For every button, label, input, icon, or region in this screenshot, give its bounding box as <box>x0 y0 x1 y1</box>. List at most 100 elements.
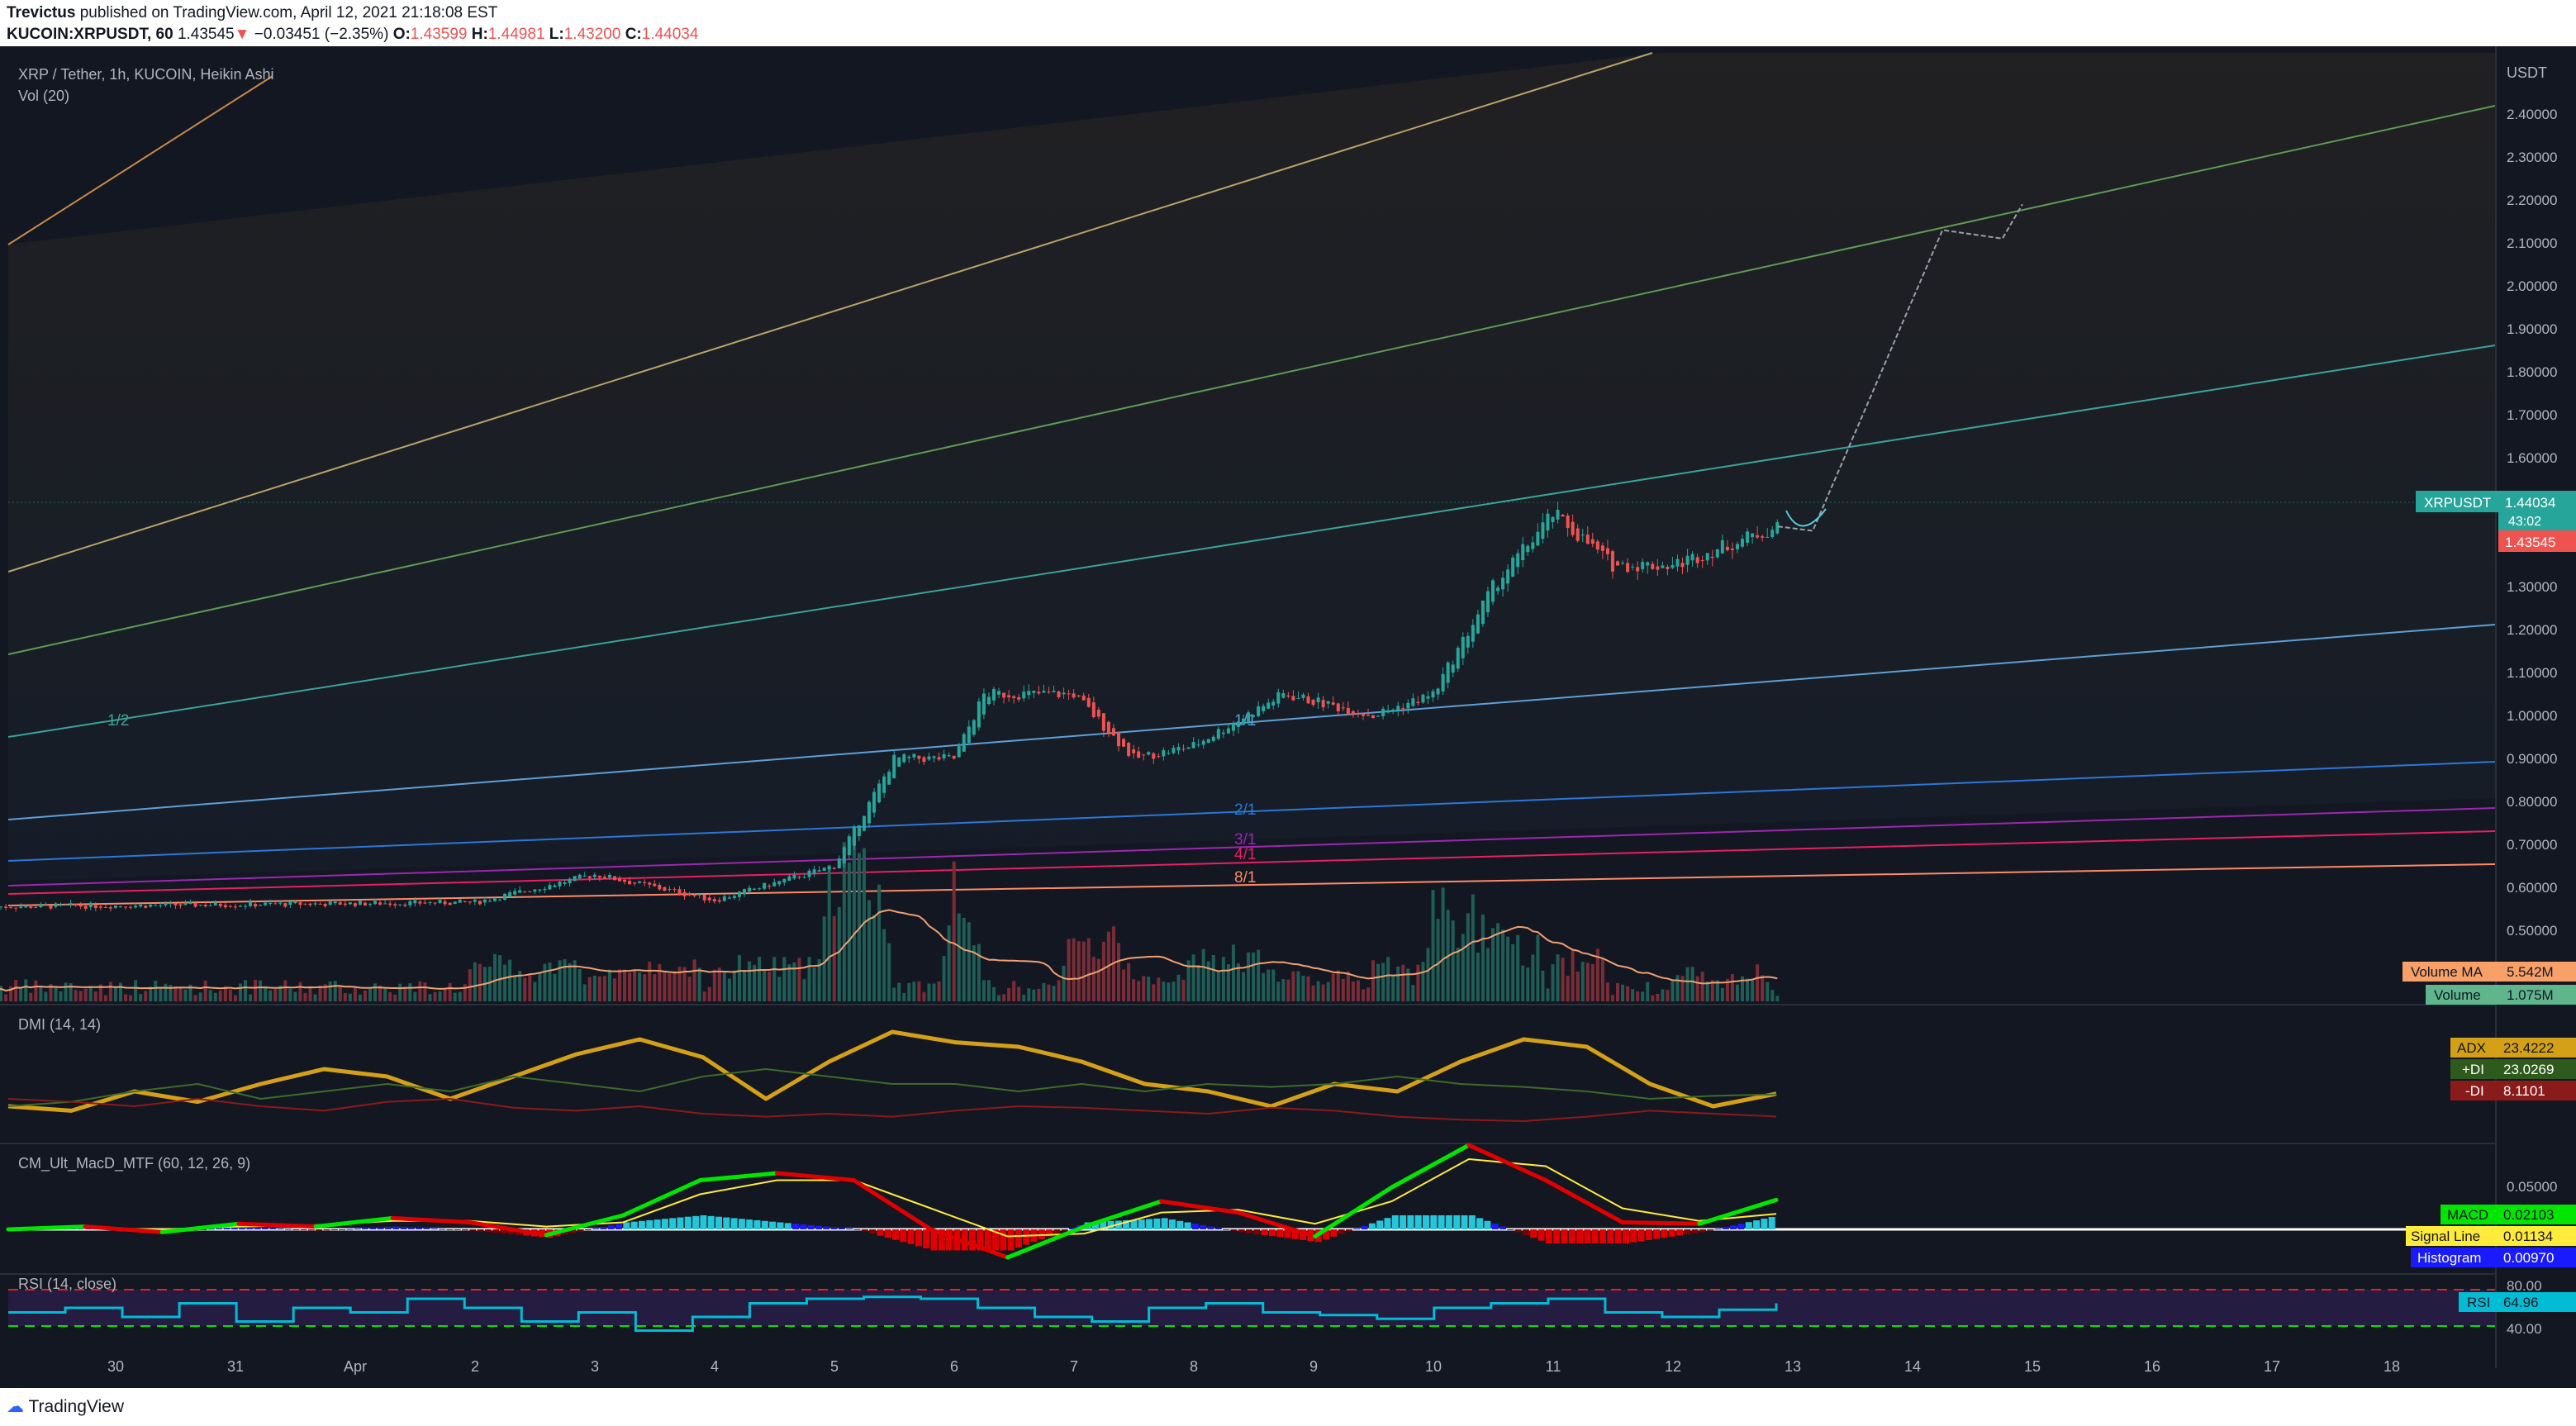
candle-body <box>967 726 971 744</box>
volume-bar <box>1042 982 1046 1001</box>
macd-hist-bar <box>815 1225 822 1229</box>
down-arrow-icon: ▼ <box>234 26 250 43</box>
volume-ma-label: Volume MA <box>2411 964 2483 980</box>
candle-body <box>1381 708 1385 716</box>
macd-hist-bar <box>1061 1229 1068 1231</box>
macd-hist-bar <box>1107 1220 1115 1229</box>
pdi-value: 23.0269 <box>2503 1062 2554 1077</box>
time-axis[interactable]: 30 31 Apr 2 3 4 5 6 7 8 9 10 11 12 13 14 15 16 17 18 <box>107 1358 2400 1375</box>
volume-bar <box>1252 952 1256 1001</box>
volume-bar <box>1685 967 1690 1001</box>
macd-hist-bar <box>777 1222 784 1229</box>
candle-body <box>1466 635 1470 648</box>
macd-hist-bar <box>477 1229 484 1232</box>
volume-bar <box>438 991 442 1001</box>
macd-hist-bar <box>1591 1229 1599 1243</box>
candle-body <box>433 902 437 904</box>
macd-hist-bar <box>1645 1229 1652 1240</box>
macd-hist-bar <box>454 1229 461 1230</box>
volume-bar <box>787 964 791 1001</box>
candle-body <box>668 888 672 890</box>
vol-label: Vol (20) <box>18 88 70 104</box>
tradingview-logo[interactable]: ☁ TradingView <box>7 1396 124 1417</box>
x-tick: 10 <box>1425 1358 1442 1375</box>
volume-bar <box>308 986 312 1001</box>
volume-bar <box>353 986 357 1001</box>
y-tick: 0.90000 <box>2507 751 2557 767</box>
candle-body <box>892 754 896 778</box>
volume-bar <box>837 906 841 1001</box>
candle-body <box>1132 749 1136 753</box>
macd-hist-bar <box>1038 1229 1045 1239</box>
volume-bar <box>1491 928 1495 1001</box>
macd-hist-bar <box>661 1219 668 1229</box>
o-label: O: <box>392 26 411 43</box>
volume-bar <box>1211 954 1215 1001</box>
volume-bar <box>877 884 882 1001</box>
volume-bar <box>1147 977 1151 1001</box>
volume-bar <box>1641 991 1645 1001</box>
author[interactable]: Trevictus <box>7 4 76 21</box>
volume-bar <box>822 916 826 1001</box>
volume-bar <box>623 969 627 1001</box>
badge-price: 1.44034 <box>2505 495 2555 511</box>
macd-hist-bar <box>484 1229 492 1233</box>
candle-body <box>628 881 632 885</box>
candle-body <box>1017 696 1021 700</box>
candle-body <box>448 902 452 906</box>
candle-body <box>577 874 582 879</box>
candle-body <box>438 900 442 904</box>
volume-bar <box>597 976 601 1001</box>
fan-line-purple <box>7 807 2496 886</box>
volume-bar <box>378 985 383 1001</box>
change: −0.03451 (−2.35%) <box>254 26 389 43</box>
candle-body <box>328 901 332 906</box>
chart-canvas[interactable]: 1/2 1/1 2/1 3/1 4/1 8/1 0.400000.500000.… <box>0 46 2576 1388</box>
candle-body <box>638 881 642 883</box>
volume-bar <box>178 987 183 1001</box>
candle-body <box>1561 514 1565 517</box>
series-macd <box>313 1215 395 1229</box>
volume-bar <box>1756 964 1760 1001</box>
candle-body <box>343 903 347 906</box>
volume-bar <box>358 994 362 1001</box>
gann-fan[interactable]: 1/2 1/1 2/1 3/1 4/1 8/1 <box>7 52 2496 906</box>
macd-hist-bar <box>1123 1219 1130 1229</box>
volume-bar <box>692 959 696 1001</box>
candle-body <box>113 906 117 908</box>
volume-bar <box>1730 973 1734 1001</box>
candle-body <box>103 907 107 909</box>
candle-body <box>592 874 596 877</box>
macd-hist-bar <box>1191 1224 1199 1229</box>
series-macd <box>1236 1210 1318 1238</box>
volume-bar <box>388 991 392 1001</box>
macd-hist-bar <box>400 1227 407 1229</box>
volume-bar <box>1775 996 1780 1001</box>
candle-body <box>218 904 222 906</box>
volume-bars <box>0 833 1780 1001</box>
candle-body <box>1221 732 1225 734</box>
candle-body <box>563 882 567 884</box>
candle-body <box>1556 510 1560 520</box>
price-axis[interactable]: 0.400000.500000.600000.700000.800000.900… <box>2507 107 2557 1337</box>
candle-body <box>458 899 462 903</box>
candle-body <box>612 876 616 881</box>
candle-body <box>478 901 482 905</box>
macd-hist-bar <box>915 1229 922 1247</box>
macd-hist-bar <box>1530 1229 1538 1238</box>
volume-bar <box>1191 954 1195 1001</box>
volume-bar <box>1595 948 1599 1001</box>
macd-hist-bar <box>1761 1219 1768 1229</box>
candle-body <box>977 701 981 728</box>
volume-bar <box>1142 976 1146 1001</box>
macd-hist-bar <box>346 1229 354 1230</box>
candle-body <box>408 901 412 906</box>
candle-body <box>648 882 652 885</box>
volume-bar <box>1366 987 1370 1001</box>
candle-body <box>1516 553 1520 568</box>
macd-hist-bar <box>316 1229 323 1231</box>
macd-hist-bar <box>1461 1215 1468 1229</box>
candles <box>0 501 1780 912</box>
volume-bar <box>1616 982 1619 1001</box>
projection-path[interactable] <box>1777 203 2023 532</box>
